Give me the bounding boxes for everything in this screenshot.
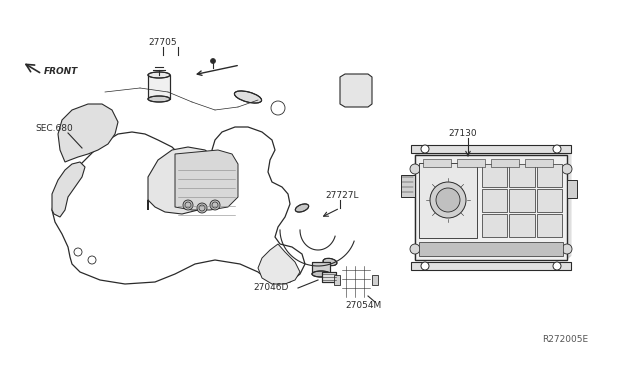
Polygon shape (52, 127, 305, 284)
Bar (415, 155, 567, 260)
Bar (509, 214, 534, 237)
Bar (312, 262, 330, 274)
Text: 27054M: 27054M (345, 301, 381, 310)
Bar (509, 189, 534, 212)
Circle shape (183, 200, 193, 210)
Bar (418, 152, 570, 257)
Polygon shape (148, 147, 225, 214)
Ellipse shape (312, 271, 330, 277)
Circle shape (410, 164, 420, 174)
Circle shape (210, 200, 220, 210)
Bar (423, 159, 451, 167)
Circle shape (436, 188, 460, 212)
Polygon shape (258, 244, 300, 284)
Circle shape (562, 244, 572, 254)
Bar (411, 262, 571, 270)
Bar (537, 189, 562, 212)
Bar (482, 189, 508, 212)
Polygon shape (175, 150, 238, 210)
Bar (322, 272, 336, 282)
Text: 27130: 27130 (448, 128, 477, 138)
Text: SEC.680: SEC.680 (35, 124, 73, 132)
Bar (457, 159, 485, 167)
Circle shape (211, 58, 216, 64)
Bar (537, 164, 562, 187)
Bar (417, 153, 569, 258)
Bar (312, 262, 330, 274)
Circle shape (553, 145, 561, 153)
Bar (401, 175, 415, 197)
Circle shape (421, 262, 429, 270)
Circle shape (430, 182, 466, 218)
Bar (334, 275, 340, 285)
Ellipse shape (148, 96, 170, 102)
Bar (419, 151, 571, 256)
Ellipse shape (295, 204, 308, 212)
Text: R272005E: R272005E (542, 336, 588, 344)
Bar (567, 180, 577, 198)
Bar (482, 214, 508, 237)
Circle shape (421, 145, 429, 153)
Bar (411, 145, 571, 153)
Bar (537, 214, 562, 237)
Text: 27705: 27705 (148, 38, 177, 46)
Circle shape (410, 244, 420, 254)
Bar (322, 272, 336, 282)
Bar (491, 159, 519, 167)
Text: FRONT: FRONT (44, 67, 78, 76)
Ellipse shape (323, 258, 337, 266)
Bar (415, 155, 567, 260)
Bar (372, 275, 378, 285)
Bar (419, 242, 563, 256)
Text: 27046D: 27046D (253, 283, 289, 292)
Polygon shape (58, 104, 118, 162)
Circle shape (553, 262, 561, 270)
Bar (419, 163, 477, 238)
Polygon shape (340, 74, 372, 107)
Ellipse shape (234, 91, 262, 103)
Bar (509, 164, 534, 187)
Circle shape (562, 164, 572, 174)
Bar (148, 75, 170, 99)
Ellipse shape (148, 72, 170, 78)
Bar (148, 75, 170, 99)
Bar (525, 159, 553, 167)
Bar (482, 164, 508, 187)
Circle shape (197, 203, 207, 213)
Text: 27727L: 27727L (325, 190, 358, 199)
Polygon shape (52, 162, 85, 217)
Bar (416, 154, 568, 259)
